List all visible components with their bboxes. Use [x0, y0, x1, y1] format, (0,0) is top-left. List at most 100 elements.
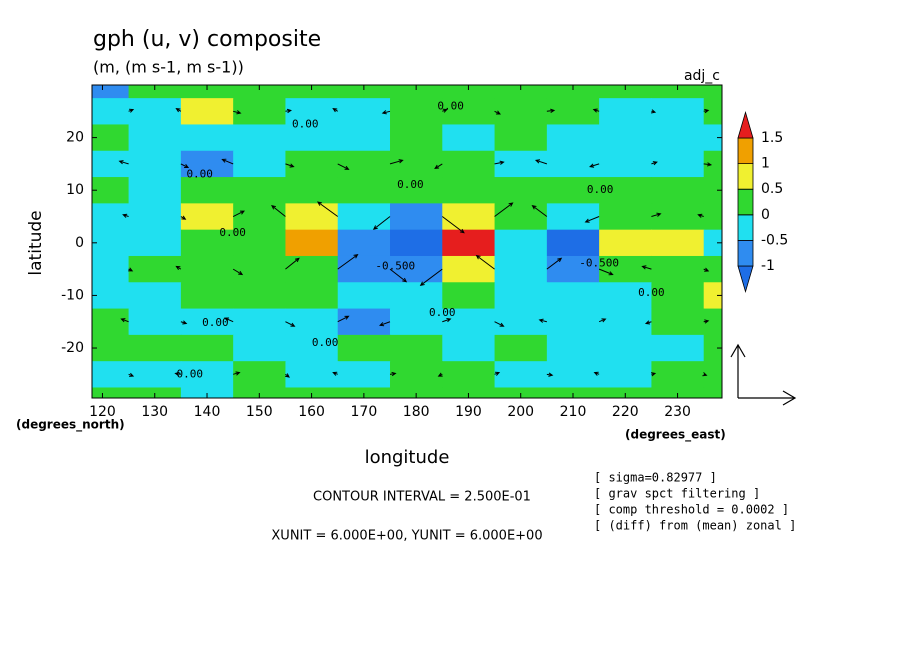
colorbar-label: 1 [761, 156, 770, 172]
field-cell [92, 308, 130, 336]
wind-vector [180, 215, 187, 220]
field-cell [128, 85, 182, 99]
field-cell [390, 282, 443, 310]
field-cell [442, 229, 496, 257]
reference-arrow-x [738, 390, 797, 406]
field-cell [285, 334, 339, 362]
field-cell [337, 229, 391, 257]
field-cell [128, 361, 182, 389]
field-cell [285, 85, 339, 99]
field-cell [128, 177, 182, 204]
field-cell [442, 98, 496, 126]
colorbar-label: 1.5 [761, 130, 783, 146]
colorbar-segment [737, 110, 754, 139]
x-tick-label: 210 [560, 404, 587, 420]
field-cell [651, 177, 705, 204]
wind-vector [128, 267, 134, 272]
field-cell [390, 124, 443, 152]
reference-arrow-y [730, 343, 746, 398]
field-cell [128, 150, 182, 178]
wind-vector [122, 213, 129, 218]
colorbar-segment [737, 214, 754, 241]
wind-vector [285, 163, 295, 168]
wind-vector [598, 318, 607, 323]
field-cell [128, 387, 182, 398]
field-cell [128, 308, 182, 336]
wind-vector [589, 163, 600, 168]
wind-vector [598, 268, 614, 276]
wind-vector [337, 254, 359, 270]
field-cell [703, 334, 722, 362]
field-cell [285, 282, 339, 310]
wind-vector [285, 108, 292, 114]
y-unit-label: (degrees_north) [16, 418, 125, 433]
wind-vector [224, 317, 234, 323]
wind-vector [381, 110, 391, 115]
field-cell [651, 98, 705, 126]
wind-vector [434, 163, 443, 170]
wind-vector [534, 159, 548, 165]
field-cell [233, 308, 287, 336]
wind-vector [285, 321, 296, 327]
field-cell [92, 361, 130, 389]
wind-vector [442, 108, 448, 113]
wind-vector [641, 265, 652, 270]
field-cell [546, 361, 600, 389]
field-cell [233, 229, 287, 257]
field-cell [599, 255, 653, 283]
field-cell [233, 177, 287, 204]
colorbar-label: 0.5 [761, 181, 783, 197]
wind-vector [419, 268, 443, 287]
field-cell [442, 203, 496, 231]
field-cell [599, 361, 653, 389]
contour-label: 0.00 [312, 336, 339, 349]
wind-vector [379, 321, 391, 327]
wind-vector [120, 318, 129, 323]
vector-units: XUNIT = 6.000E+00, YUNIT = 6.000E+00 [271, 529, 542, 544]
colorbar-segment [737, 240, 754, 267]
field-cell [92, 98, 130, 126]
field-cell [337, 255, 391, 283]
field-cell [337, 150, 391, 178]
field-cell [390, 361, 443, 389]
field-cell [546, 282, 600, 310]
field-cell [128, 255, 182, 283]
wind-vector [546, 372, 554, 377]
field-cell [337, 387, 391, 398]
field-cell [442, 124, 496, 152]
field-cell [233, 203, 287, 231]
note: [ comp threshold = 0.0002 ] [594, 503, 789, 517]
field-cell [442, 387, 496, 398]
wind-vector [180, 163, 190, 169]
field-cell [92, 334, 130, 362]
wind-vector [442, 318, 452, 323]
field-cell [651, 361, 705, 389]
wind-vector [475, 254, 495, 270]
field-cell [442, 85, 496, 99]
field-cell [651, 85, 705, 99]
field-cell [651, 282, 705, 310]
field-cell [180, 282, 234, 310]
field-cell [180, 98, 234, 126]
field-cell [233, 334, 287, 362]
field-cell [233, 361, 287, 389]
wind-vector [128, 372, 135, 377]
field-cell [337, 98, 391, 126]
field-cell [546, 98, 600, 126]
field-cell [92, 282, 130, 310]
x-tick-label: 120 [89, 404, 116, 420]
field-cell [703, 124, 722, 152]
x-unit-label: (degrees_east) [625, 428, 726, 443]
wind-vector [546, 108, 556, 113]
field-cell [337, 124, 391, 152]
field-cell [442, 308, 496, 336]
field-cell [494, 282, 548, 310]
field-cell [442, 255, 496, 283]
corner-label: adj_c [684, 68, 720, 84]
field-cell [546, 255, 600, 283]
field-cell [494, 98, 548, 126]
field-cell [442, 150, 496, 178]
field-cell [494, 85, 548, 99]
field-cell [494, 177, 548, 204]
